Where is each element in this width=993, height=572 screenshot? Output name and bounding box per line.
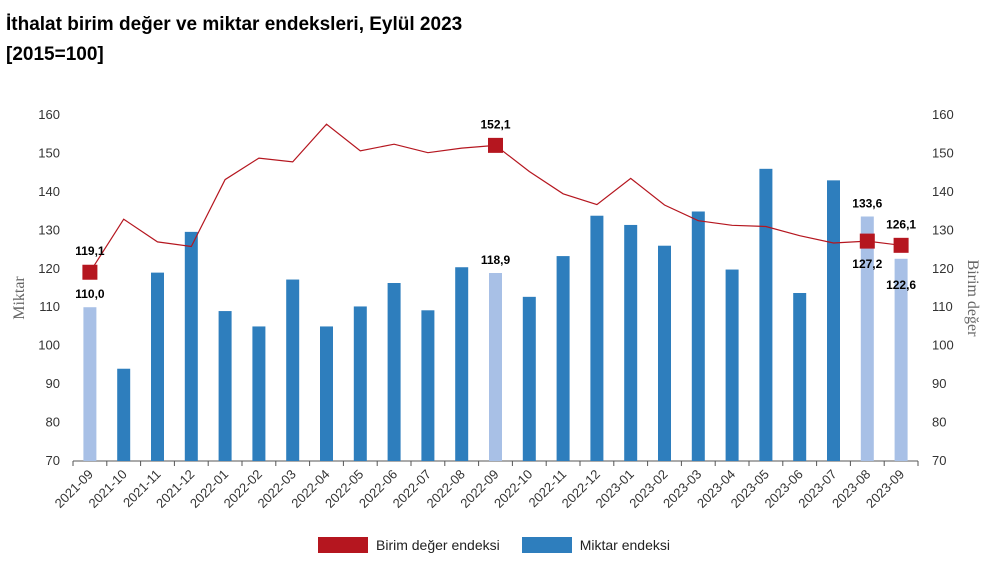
data-label-bar-2023-09: 122,6 bbox=[886, 278, 916, 292]
line-marker-2021-09 bbox=[82, 264, 98, 280]
bar-2022-02 bbox=[252, 326, 266, 461]
bar-2022-03 bbox=[286, 279, 300, 461]
bar-2023-02 bbox=[658, 245, 671, 461]
y-tick-label: 160 bbox=[38, 107, 60, 122]
y2-tick-label: 110 bbox=[932, 299, 953, 314]
bar-2021-10 bbox=[117, 368, 131, 461]
bar-2021-09 bbox=[83, 307, 97, 461]
x-axis-ticks: 2021-092021-102021-112021-122022-012022-… bbox=[52, 467, 908, 511]
chart-axes: 70 70 80 80 90 90 100 100 110 110 120 120 130 130 140 1… bbox=[11, 107, 981, 468]
line-marker-2022-09 bbox=[488, 137, 503, 153]
y-tick-label: 70 bbox=[46, 453, 60, 468]
y2-axis-title: Birim değer bbox=[964, 260, 981, 338]
data-label-line-2021-09: 119,1 bbox=[75, 244, 105, 258]
bar-2023-07 bbox=[827, 180, 840, 461]
legend-swatch-line bbox=[318, 537, 368, 553]
y-axis-title: Miktar bbox=[11, 276, 28, 320]
x-tick-label: 2021-10 bbox=[85, 467, 129, 511]
bar-2022-01 bbox=[218, 311, 232, 461]
bar-2022-10 bbox=[522, 296, 536, 461]
chart-title: İthalat birim değer ve miktar endeksleri… bbox=[6, 14, 463, 35]
bar-2023-09 bbox=[894, 258, 908, 461]
y2-tick-label: 160 bbox=[932, 107, 954, 122]
y-tick-label: 150 bbox=[38, 145, 60, 160]
bar-series bbox=[83, 168, 908, 462]
legend-item-bar: Miktar endeksi bbox=[521, 537, 670, 553]
legend: Birim değer endeksi Miktar endeksi bbox=[318, 537, 692, 553]
y-tick-label: 130 bbox=[38, 222, 60, 237]
data-label-bar-2022-09: 118,9 bbox=[481, 253, 511, 267]
y2-tick-label: 120 bbox=[932, 261, 954, 276]
data-label-bar-2023-08: 133,6 bbox=[852, 196, 882, 210]
y2-tick-label: 80 bbox=[932, 415, 946, 430]
line-series bbox=[82, 123, 909, 280]
y-tick-label: 80 bbox=[46, 415, 60, 430]
bar-2023-01 bbox=[624, 224, 638, 461]
bar-2023-03 bbox=[691, 211, 705, 461]
bar-2022-08 bbox=[455, 267, 469, 461]
y2-tick-label: 90 bbox=[932, 376, 946, 391]
bar-2022-04 bbox=[320, 326, 333, 461]
legend-item-line: Birim değer endeksi bbox=[318, 537, 500, 553]
bar-2022-11 bbox=[556, 256, 570, 461]
y2-tick-label: 140 bbox=[932, 184, 954, 199]
data-labels: 119,1 110,0 152,1 118,9 133,6 127,2 126,1 122,6 bbox=[75, 117, 916, 301]
y-tick-label: 110 bbox=[39, 299, 60, 314]
bar-2022-07 bbox=[421, 310, 435, 461]
bar-2023-08 bbox=[860, 216, 874, 461]
data-label-line-2023-09: 126,1 bbox=[886, 217, 916, 231]
bar-2022-05 bbox=[353, 306, 367, 461]
chart-title-block: İthalat birim değer ve miktar endeksleri… bbox=[6, 10, 462, 70]
legend-label-line: Birim değer endeksi bbox=[376, 537, 500, 553]
bar-2022-12 bbox=[590, 215, 604, 461]
line-marker-2023-08 bbox=[859, 233, 875, 249]
y2-tick-label: 130 bbox=[932, 222, 954, 237]
data-label-line-2022-09: 152,1 bbox=[480, 117, 510, 131]
x-tick-label: 2023-09 bbox=[863, 467, 907, 511]
bar-2021-12 bbox=[184, 231, 198, 461]
bar-2023-05 bbox=[759, 168, 773, 462]
data-label-line-2023-08: 127,2 bbox=[852, 257, 882, 271]
y-tick-label: 100 bbox=[38, 338, 60, 353]
bar-2023-06 bbox=[793, 292, 807, 461]
y2-tick-label: 70 bbox=[932, 453, 946, 468]
bar-2022-09 bbox=[489, 273, 502, 461]
y-tick-label: 90 bbox=[46, 376, 60, 391]
x-tick-label: 2022-10 bbox=[491, 467, 535, 511]
y-tick-label: 140 bbox=[38, 184, 60, 199]
line-marker-2023-09 bbox=[893, 237, 909, 253]
y-tick-label: 120 bbox=[38, 261, 60, 276]
chart-subtitle: [2015=100] bbox=[6, 44, 104, 65]
data-label-bar-2021-09: 110,0 bbox=[75, 287, 105, 301]
bar-2021-11 bbox=[151, 272, 164, 461]
y2-tick-label: 150 bbox=[932, 145, 954, 160]
legend-label-bar: Miktar endeksi bbox=[579, 537, 670, 553]
y2-tick-label: 100 bbox=[932, 338, 954, 353]
bar-2023-04 bbox=[725, 269, 739, 461]
legend-swatch-bar bbox=[521, 537, 572, 553]
bar-2022-06 bbox=[387, 283, 401, 461]
